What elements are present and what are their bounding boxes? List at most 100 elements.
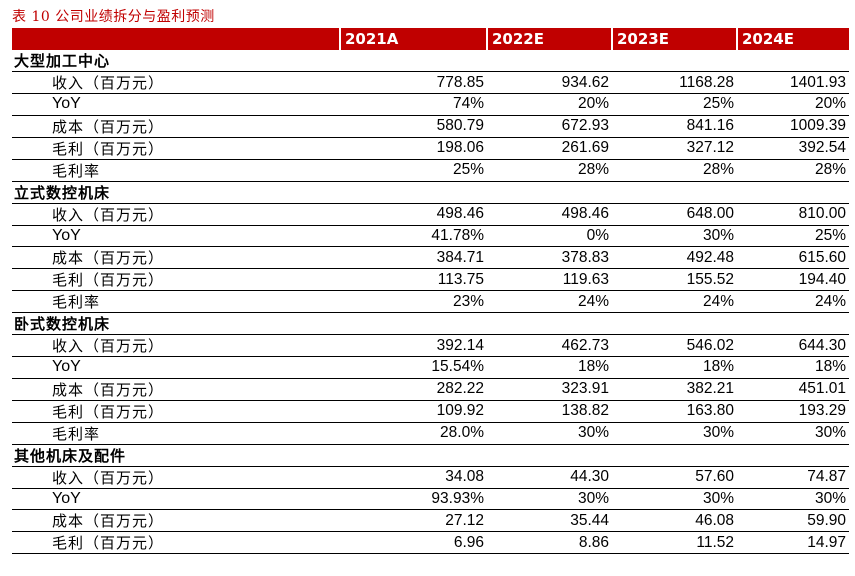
row-label: YoY <box>12 93 340 116</box>
value-cell: 194.40 <box>737 268 849 291</box>
value-cell: 841.16 <box>612 115 737 138</box>
value-cell: 44.30 <box>487 466 612 489</box>
value-cell: 57.60 <box>612 466 737 489</box>
table-row: 毛利率 25% 28% 28% 28% <box>12 159 849 182</box>
section-title: 立式数控机床 <box>12 181 849 204</box>
value-cell: 392.54 <box>737 137 849 160</box>
table-row: 毛利（百万元） 6.96 8.86 11.52 14.97 <box>12 531 849 554</box>
value-cell: 934.62 <box>487 71 612 94</box>
table-row: YoY 93.93% 30% 30% 30% <box>12 488 849 510</box>
value-cell: 155.52 <box>612 268 737 291</box>
value-cell: 18% <box>737 356 849 379</box>
value-cell: 644.30 <box>737 334 849 357</box>
value-cell: 451.01 <box>737 378 849 401</box>
value-cell: 35.44 <box>487 509 612 532</box>
value-cell: 20% <box>487 93 612 116</box>
value-cell: 41.78% <box>340 225 487 247</box>
value-cell: 28% <box>737 159 849 182</box>
table-row: YoY 41.78% 0% 30% 25% <box>12 225 849 247</box>
value-cell: 30% <box>487 488 612 510</box>
value-cell: 34.08 <box>340 466 487 489</box>
value-cell: 30% <box>612 488 737 510</box>
value-cell: 810.00 <box>737 203 849 226</box>
value-cell: 1009.39 <box>737 115 849 138</box>
value-cell: 615.60 <box>737 246 849 269</box>
value-cell: 30% <box>737 488 849 510</box>
value-cell: 323.91 <box>487 378 612 401</box>
value-cell: 6.96 <box>340 531 487 554</box>
row-label: 毛利（百万元） <box>12 137 340 160</box>
section-title: 卧式数控机床 <box>12 312 849 335</box>
value-cell: 384.71 <box>340 246 487 269</box>
header-cell-2021a: 2021A <box>340 28 488 50</box>
value-cell: 28% <box>612 159 737 182</box>
table-row: 收入（百万元） 34.08 44.30 57.60 74.87 <box>12 466 849 489</box>
value-cell: 25% <box>340 159 487 182</box>
header-cell-label <box>12 28 341 50</box>
header-cell-2023e: 2023E <box>612 28 738 50</box>
value-cell: 28.0% <box>340 422 487 445</box>
value-cell: 378.83 <box>487 246 612 269</box>
table-row: YoY 74% 20% 25% 20% <box>12 93 849 116</box>
row-label: 毛利率 <box>12 290 340 313</box>
row-label: 收入（百万元） <box>12 203 340 226</box>
table-row: YoY 15.54% 18% 18% 18% <box>12 356 849 379</box>
section-title: 大型加工中心 <box>12 50 849 72</box>
row-label: 收入（百万元） <box>12 334 340 357</box>
value-cell: 163.80 <box>612 400 737 423</box>
table-row: 成本（百万元） 384.71 378.83 492.48 615.60 <box>12 246 849 269</box>
table-row: 收入（百万元） 392.14 462.73 546.02 644.30 <box>12 334 849 357</box>
value-cell: 138.82 <box>487 400 612 423</box>
value-cell: 46.08 <box>612 509 737 532</box>
value-cell: 59.90 <box>737 509 849 532</box>
value-cell: 24% <box>612 290 737 313</box>
row-label: 毛利（百万元） <box>12 531 340 554</box>
value-cell: 74.87 <box>737 466 849 489</box>
row-label: 毛利率 <box>12 422 340 445</box>
table-body: 大型加工中心 收入（百万元） 778.85 934.62 1168.28 1401.93 Y… <box>12 50 849 554</box>
table-row: 成本（百万元） 27.12 35.44 46.08 59.90 <box>12 509 849 532</box>
header-cell-2022e: 2022E <box>487 28 613 50</box>
value-cell: 327.12 <box>612 137 737 160</box>
value-cell: 30% <box>737 422 849 445</box>
forecast-table: 2021A 2022E 2023E 2024E 大型加工中心 收入（百万元） 778… <box>12 28 849 554</box>
value-cell: 24% <box>487 290 612 313</box>
row-label: 毛利（百万元） <box>12 400 340 423</box>
table-row: 成本（百万元） 282.22 323.91 382.21 451.01 <box>12 378 849 401</box>
value-cell: 15.54% <box>340 356 487 379</box>
value-cell: 30% <box>612 422 737 445</box>
value-cell: 1401.93 <box>737 71 849 94</box>
row-label: 成本（百万元） <box>12 246 340 269</box>
value-cell: 498.46 <box>340 203 487 226</box>
row-label: YoY <box>12 488 340 510</box>
row-label: 毛利（百万元） <box>12 268 340 291</box>
value-cell: 25% <box>737 225 849 247</box>
value-cell: 498.46 <box>487 203 612 226</box>
value-cell: 11.52 <box>612 531 737 554</box>
section-row: 其他机床及配件 <box>12 444 849 467</box>
row-label: 收入（百万元） <box>12 71 340 94</box>
value-cell: 24% <box>737 290 849 313</box>
value-cell: 25% <box>612 93 737 116</box>
value-cell: 580.79 <box>340 115 487 138</box>
value-cell: 462.73 <box>487 334 612 357</box>
value-cell: 392.14 <box>340 334 487 357</box>
row-label: YoY <box>12 225 340 247</box>
header-row: 2021A 2022E 2023E 2024E <box>12 28 849 50</box>
row-label: 毛利率 <box>12 159 340 182</box>
value-cell: 18% <box>487 356 612 379</box>
value-cell: 93.93% <box>340 488 487 510</box>
table-row: 毛利率 28.0% 30% 30% 30% <box>12 422 849 445</box>
value-cell: 30% <box>612 225 737 247</box>
value-cell: 382.21 <box>612 378 737 401</box>
row-label: 成本（百万元） <box>12 378 340 401</box>
value-cell: 8.86 <box>487 531 612 554</box>
table-caption: 表 10 公司业绩拆分与盈利预测 <box>12 9 215 25</box>
value-cell: 492.48 <box>612 246 737 269</box>
value-cell: 74% <box>340 93 487 116</box>
value-cell: 109.92 <box>340 400 487 423</box>
value-cell: 282.22 <box>340 378 487 401</box>
table-row: 毛利（百万元） 113.75 119.63 155.52 194.40 <box>12 268 849 291</box>
table-row: 成本（百万元） 580.79 672.93 841.16 1009.39 <box>12 115 849 138</box>
value-cell: 648.00 <box>612 203 737 226</box>
